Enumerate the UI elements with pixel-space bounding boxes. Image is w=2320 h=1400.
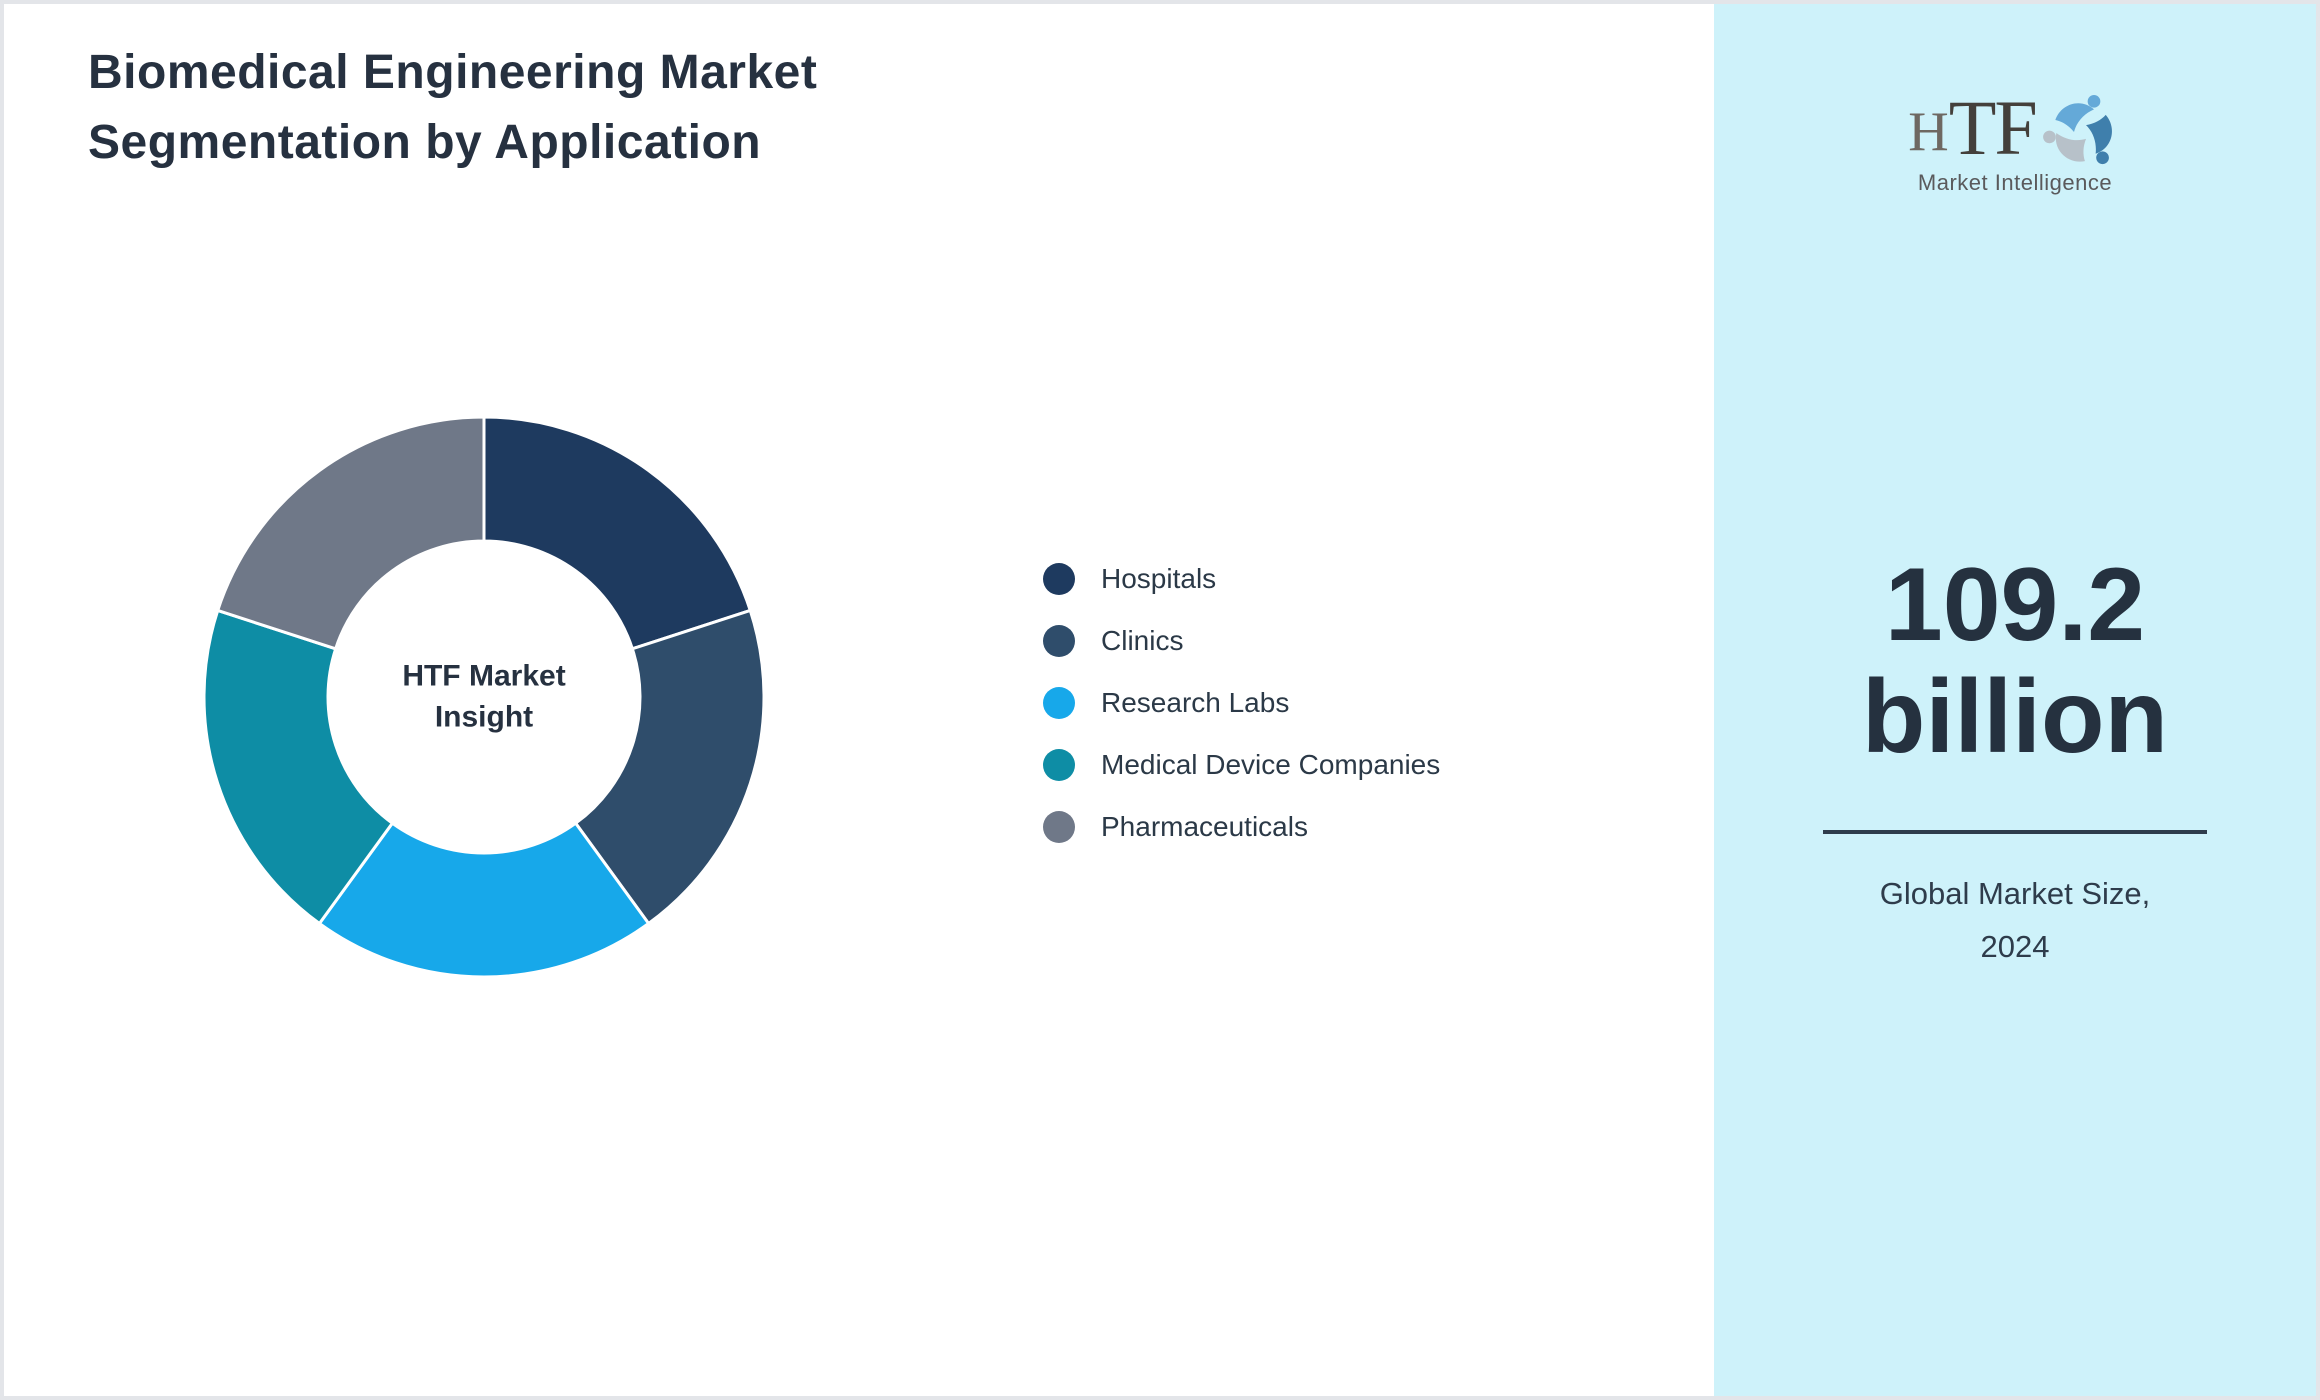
legend-label-hospitals: Hospitals (1101, 563, 1217, 594)
legend-swatch-clinics (1043, 625, 1075, 657)
page-title: Biomedical Engineering Market Segmentati… (88, 38, 817, 177)
htf-logo-row: H TF (1908, 80, 2121, 172)
legend-swatch-medical-device-companies (1043, 749, 1075, 781)
legend-item-clinics: Clinics (1043, 625, 1440, 657)
legend-label-research-labs: Research Labs (1101, 687, 1290, 718)
divider-line (1823, 830, 2207, 834)
legend-label-pharmaceuticals: Pharmaceuticals (1101, 811, 1308, 842)
donut-center-label-line1: HTF Market (402, 659, 566, 693)
donut-segment-medical-device-companies (202, 608, 394, 926)
logo-subtext: Market Intelligence (1917, 170, 2113, 195)
page-title-line1: Biomedical Engineering Market (88, 46, 818, 99)
donut-segment-hospitals (482, 415, 752, 651)
logo-text-h: H (1908, 101, 1949, 163)
sidebar: H TF Market Intelligence (1714, 4, 2316, 1396)
legend-label-clinics: Clinics (1101, 625, 1184, 656)
page-title-line2: Segmentation by Application (88, 115, 762, 169)
market-size-caption: Global Market Size, 2024 (1714, 868, 2316, 973)
chart-legend: Hospitals Clinics Research Labs Medical … (1043, 563, 1440, 873)
donut-segment-pharmaceuticals (216, 415, 486, 651)
legend-swatch-pharmaceuticals (1043, 811, 1075, 843)
market-size-value: 109.2 billion (1714, 549, 2316, 774)
donut-chart-svg (202, 415, 766, 979)
legend-item-hospitals: Hospitals (1043, 563, 1440, 595)
donut-segment-research-labs (317, 821, 651, 979)
three-figures-swirl-icon (2042, 95, 2112, 165)
legend-label-medical-device-companies: Medical Device Companies (1101, 749, 1441, 780)
market-size-caption-line2: 2024 (1980, 928, 2050, 964)
market-size-value-unit: billion (1861, 659, 2169, 776)
legend-swatch-research-labs (1043, 687, 1075, 719)
donut-segment-clinics (574, 608, 766, 926)
market-size-value-number: 109.2 (1884, 547, 2146, 663)
htf-logo: H TF Market Intelligence (1714, 80, 2316, 196)
logo-text-tf: TF (1948, 84, 2038, 172)
legend-item-research-labs: Research Labs (1043, 687, 1440, 719)
legend-swatch-hospitals (1043, 563, 1075, 595)
market-size-caption-line1: Global Market Size, (1879, 876, 2151, 911)
donut-chart: HTF Market Insight (200, 413, 768, 981)
legend-item-medical-device-companies: Medical Device Companies (1043, 749, 1440, 781)
legend-item-pharmaceuticals: Pharmaceuticals (1043, 811, 1440, 843)
donut-center-label: HTF Market Insight (402, 657, 565, 738)
donut-center-label-line2: Insight (434, 700, 534, 733)
